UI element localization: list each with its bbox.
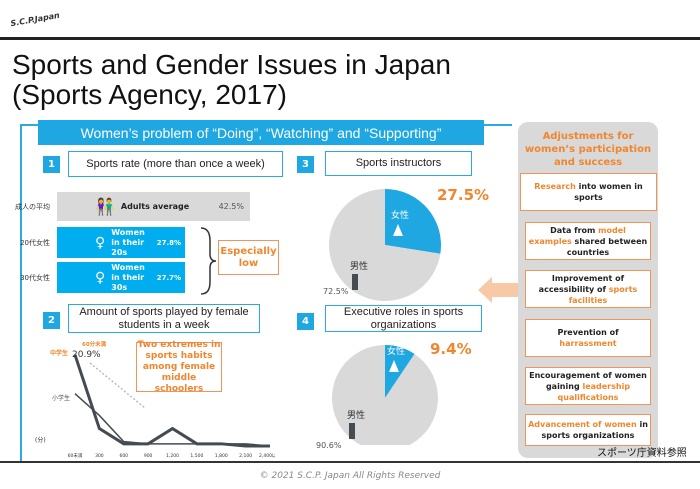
female-pct: 27.5% [437,186,490,204]
title-line-1: Sports and Gender Issues in Japan [12,49,451,80]
bar-value: 27.7% [156,273,181,282]
line-elementary [74,393,271,447]
male-pct: 72.5% [323,287,349,296]
copyright: © 2021 S.C.P. Japan All Rights Reserved [259,471,441,481]
male-label: 男性 [350,260,368,272]
adjustment-text: shared between countries [566,236,648,257]
x-tick-label: 900 [144,453,153,459]
footer-divider [0,461,700,463]
annotation-label: 60分未満 [82,340,107,348]
row-label-adults: 成人の平均 [15,203,50,211]
bar-label: Women in their 20s [111,227,145,257]
adjustment-text: harrassment [559,339,617,348]
two-extremes-note: Two extremes in sports habits among fema… [136,339,222,394]
section-3-label: Sports instructors [325,151,472,176]
page-title: Sports and Gender Issues in Japan (Sports… [12,50,451,110]
man-icon [352,274,358,290]
adjustment-item: Improvement of accessibility of sports f… [525,270,651,308]
row-label-30s: 30代女性 [20,274,50,282]
man-woman-icon: 👫 [95,197,115,216]
pie-slice-male [332,345,438,445]
adjustment-item: Encouragement of women gaining leadershi… [525,367,651,405]
adjustment-item: Prevention of harrassment [525,319,651,357]
bar-value: 42.5% [218,202,244,211]
adjustment-text: model examples [528,225,626,246]
adjustment-text: in sports organizations [541,420,648,440]
adjustment-text: Data from [550,225,599,235]
x-tick-label: 1,200 [166,453,179,459]
header-divider [0,37,700,40]
x-tick-label: 600 [119,453,128,459]
adjustment-text: Research [534,182,576,191]
section-3-badge: 3 [297,156,314,173]
panel-title: Adjustments for women’s participation an… [524,131,652,168]
x-tick-label: 2,100 [239,453,252,459]
source-note: スポーツ庁資料参照 [597,448,687,459]
pie-slice-female [385,189,441,254]
section-4-badge: 4 [297,313,314,330]
adjustment-text: Improvement of accessibility of [538,273,625,294]
x-tick-label: 60未満 [68,452,83,459]
man-icon [349,423,355,439]
woman-icon: ♀ [95,269,106,286]
section-4-label: Executive roles in sports organizations [325,305,482,332]
female-label: 女性 [387,345,405,357]
bar-30s: ♀ Women in their 30s 27.7% [57,262,185,293]
bar-label: Women in their 30s [111,262,145,292]
female-pct: 9.4% [430,340,472,358]
adjustment-text: Encouragement of women gaining [529,370,647,391]
section-1-label: Sports rate (more than once a week) [68,151,283,177]
series-label-elementary: 小学生 [52,394,70,402]
x-tick-label: 2,400以上 [259,452,275,459]
adjustment-text: leadership qualifications [557,381,631,402]
male-pct: 90.6% [316,441,342,450]
adjustment-text: Prevention of [557,328,619,337]
bar-adults: 👫 Adults average 42.5% [57,192,250,221]
x-tick-label: 300 [95,453,104,459]
arrow-left-icon [478,277,518,303]
adjustment-item: Research into women in sports [520,173,657,211]
woman-icon: ♀ [95,234,106,251]
bar-label: Adults average [120,202,190,211]
brace-icon [200,227,217,295]
especially-low-note: Especially low [218,240,279,275]
x-tick-label: 1,800 [215,453,228,459]
line-chart: 60未満 300 600 900 1,200 1,500 1,800 2,100 2,400以上… [35,340,275,459]
main-header: Women’s problem of “Doing”, “Watching” a… [38,120,484,145]
female-label: 女性 [391,209,409,221]
bar-value: 27.8% [156,238,181,247]
title-line-2: (Sports Agency, 2017) [12,79,287,110]
line-middle-school [73,354,270,448]
x-tick-label: 1,500 [190,453,203,459]
bar-20s: ♀ Women in their 20s 27.8% [57,227,185,258]
annotation-value: 20.9% [72,350,101,360]
adjustment-item: Advancement of women in sports organizat… [525,414,651,446]
section-1-badge: 1 [43,156,60,173]
series-label-middle: 中学生 [50,349,68,357]
adjustment-text: Advancement of women [528,420,637,429]
male-label: 男性 [347,409,365,421]
pie-slice-male [329,189,441,301]
section-2-label: Amount of sports played by female studen… [68,304,260,333]
row-label-20s: 20代女性 [20,239,50,247]
adjustment-text: sports facilities [568,284,638,305]
logo: S.C.P.Japan [9,10,61,28]
adjustment-item: Data from model examples shared between … [525,222,651,260]
woman-icon [393,224,403,236]
adjustment-text: into women in sports [574,182,643,202]
woman-icon [389,360,399,372]
section-2-badge: 2 [43,312,60,329]
y-unit-label: (分) [35,436,46,444]
pie-slice-female [385,345,415,398]
